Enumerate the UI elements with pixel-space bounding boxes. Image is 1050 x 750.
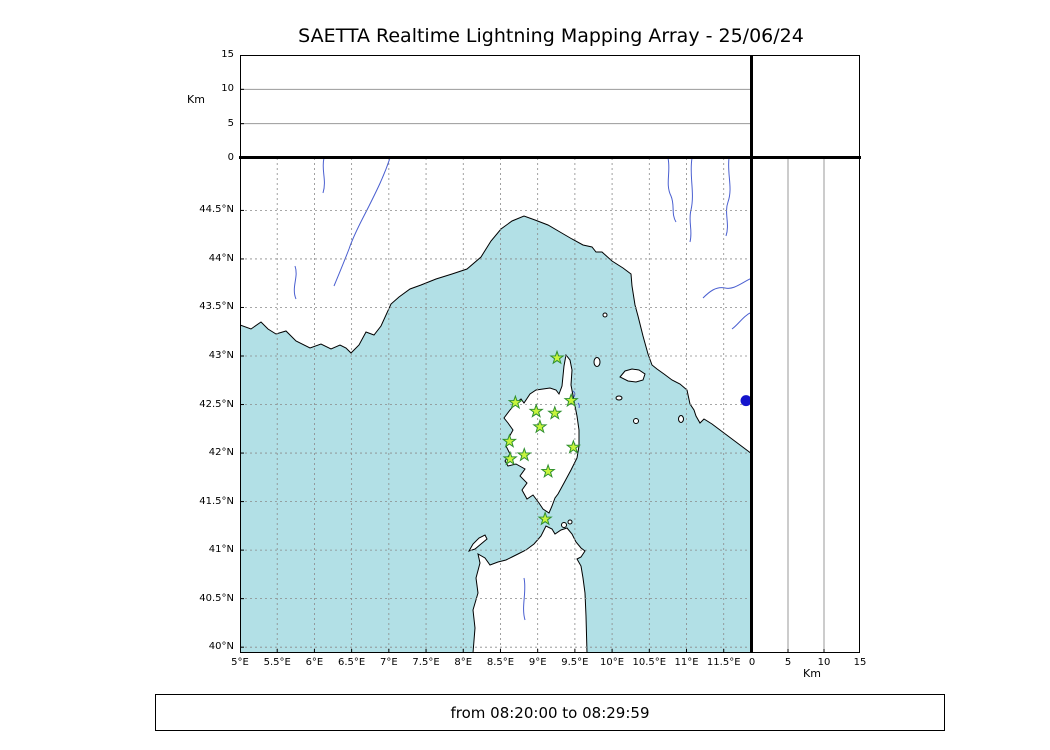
- sardinia-island: [472, 525, 588, 653]
- corsica-island: [503, 353, 580, 514]
- lma-station-marker: [532, 418, 548, 434]
- lat-tick-label: 42.5°N: [199, 398, 234, 410]
- lma-station-marker: [565, 439, 582, 454]
- lon-tick-label: 8.5°E: [486, 657, 515, 668]
- altitude-longitude-panel: [240, 55, 752, 158]
- lon-tick-label: 9°E: [528, 657, 547, 668]
- event-dot: [740, 395, 752, 407]
- altitude-latitude-panel: [752, 158, 860, 653]
- page-title: SAETTA Realtime Lightning Mapping Array …: [298, 25, 804, 47]
- altitude-gridlines: [240, 88, 752, 125]
- lma-station-marker: [507, 394, 523, 410]
- asinara-island: [467, 534, 488, 552]
- lon-tick-label: 7°E: [379, 657, 398, 668]
- montecristo-island: [633, 418, 639, 424]
- panel-divider-horizontal: [239, 156, 861, 159]
- lma-station-marker: [547, 405, 563, 420]
- time-range-box: from 08:20:00 to 08:29:59: [155, 694, 945, 731]
- elba-island: [619, 368, 646, 383]
- lon-tick-label: 7.5°E: [412, 657, 440, 668]
- lma-station-marker: [528, 403, 544, 418]
- lma-station-marker: [502, 450, 518, 466]
- lma-station-marker: [516, 446, 532, 462]
- lat-tick-label: 40.5°N: [199, 592, 234, 604]
- map-gridlines: [240, 158, 752, 653]
- rivers: [293, 158, 752, 621]
- lma-station-marker: [563, 392, 579, 408]
- km-tick-label: 10: [817, 657, 831, 668]
- mainland-coastline: [240, 158, 752, 455]
- lon-tick-label: 11.5°E: [706, 657, 741, 668]
- lat-tick-label: 44.5°N: [199, 204, 234, 216]
- altitude-tick-label: 5: [227, 117, 234, 129]
- lon-tick-label: 9.5°E: [561, 657, 589, 668]
- map-panel: [240, 158, 752, 653]
- lon-tick-label: 11°E: [674, 657, 699, 668]
- km-axis-label: Km: [803, 667, 821, 680]
- altitude-tick-label: 10: [221, 83, 234, 95]
- km-tick-label: 0: [748, 657, 756, 668]
- altitude-axis-label: Km: [187, 93, 205, 106]
- gorgona-island: [602, 312, 608, 318]
- lat-tick-label: 43°N: [208, 350, 234, 361]
- lat-tick-label: 43.5°N: [199, 301, 234, 313]
- km-tick-label: 5: [784, 657, 792, 668]
- lon-tick-label: 10.5°E: [632, 657, 667, 668]
- islet-mark: [577, 402, 580, 409]
- panel-divider-vertical: [750, 55, 753, 653]
- maddalena-islet: [567, 519, 573, 525]
- lon-tick-label: 6.5°E: [338, 657, 366, 668]
- time-range-text: from 08:20:00 to 08:29:59: [450, 703, 650, 722]
- lat-tick-label: 41.5°N: [199, 495, 234, 507]
- lon-tick-label: 5°E: [231, 657, 249, 668]
- pianosa-island: [615, 395, 623, 401]
- lon-tick-label: 8°E: [454, 657, 473, 668]
- lma-station-marker: [549, 349, 565, 365]
- lon-tick-label: 6°E: [305, 657, 324, 668]
- altitude-tick-label: 15: [221, 49, 234, 60]
- maddalena-islet: [561, 522, 567, 528]
- lat-tick-label: 42°N: [208, 447, 234, 459]
- lon-tick-label: 10°E: [600, 657, 625, 668]
- lma-station-marker: [501, 433, 518, 448]
- lma-station-marker: [540, 463, 556, 478]
- panel-frame: [752, 158, 860, 653]
- altitude-tick-label: 0: [227, 152, 234, 163]
- lma-station-marker: [537, 511, 553, 526]
- lat-tick-label: 40°N: [208, 641, 234, 653]
- lat-tick-label: 44°N: [208, 252, 234, 264]
- corner-box: [752, 55, 860, 158]
- altitude-gridlines-right: [787, 158, 825, 653]
- lat-tick-label: 41°N: [208, 544, 234, 556]
- event-markers: [740, 395, 752, 407]
- km-tick-label: 15: [853, 657, 867, 668]
- lon-tick-label: 5.5°E: [263, 657, 291, 668]
- capraia-island: [593, 357, 601, 367]
- panel-frame: [240, 55, 752, 158]
- station-markers: [501, 349, 582, 526]
- giglio-island: [678, 415, 684, 423]
